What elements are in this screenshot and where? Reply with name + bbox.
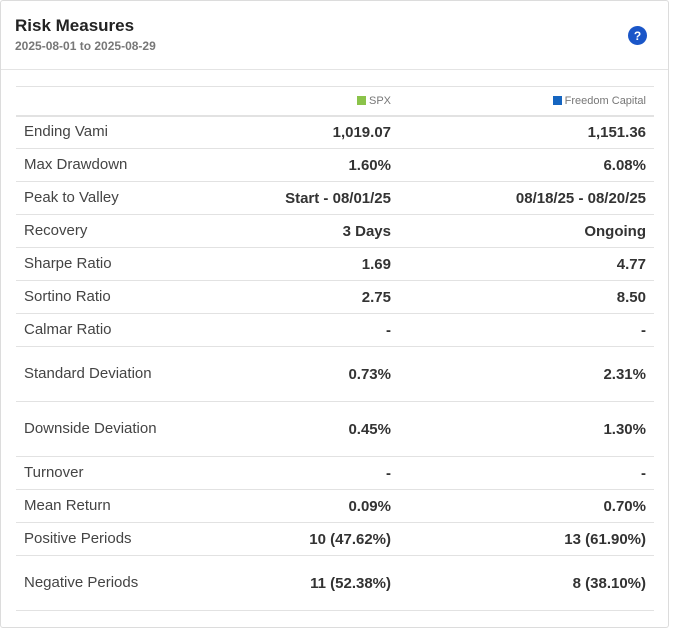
spx-value: 11 (52.38%) [166, 555, 399, 611]
table-row: Positive Periods 10 (47.62%) 13 (61.90%) [16, 522, 654, 556]
spx-value: 0.45% [166, 401, 399, 457]
help-icon[interactable]: ? [628, 26, 647, 45]
freedom-capital-value: - [399, 313, 654, 347]
row-label: Negative Periods [16, 555, 166, 611]
freedom-capital-value: 8 (38.10%) [399, 555, 654, 611]
column-header-freedom-capital: Freedom Capital [399, 86, 654, 117]
freedom-capital-value: 2.31% [399, 346, 654, 402]
card-title: Risk Measures [15, 16, 135, 35]
spx-legend-swatch [356, 95, 366, 105]
freedom-capital-value: 13 (61.90%) [399, 522, 654, 556]
table-row: Mean Return 0.09% 0.70% [16, 489, 654, 523]
freedom-capital-value: 1,151.36 [399, 115, 654, 149]
column-header-spx: SPX [166, 86, 399, 117]
table-header-row: SPX Freedom Capital [16, 86, 654, 117]
spx-value: - [166, 456, 399, 490]
row-label: Ending Vami [16, 115, 166, 149]
freedom-capital-value: 1.30% [399, 401, 654, 457]
spx-value: 3 Days [166, 214, 399, 248]
column-header-label: Freedom Capital [564, 94, 646, 107]
table-row: Calmar Ratio - - [16, 313, 654, 347]
spx-value: 0.73% [166, 346, 399, 402]
freedom-capital-value: 08/18/25 - 08/20/25 [399, 181, 654, 215]
row-label: Peak to Valley [16, 181, 166, 215]
row-label: Mean Return [16, 489, 166, 523]
table-row: Ending Vami 1,019.07 1,151.36 [16, 115, 654, 149]
row-label: Sortino Ratio [16, 280, 166, 314]
freedom-capital-value: 8.50 [399, 280, 654, 314]
date-range: 2025-08-01 to 2025-08-29 [15, 39, 156, 53]
column-header-label: SPX [368, 94, 391, 107]
freedom-capital-value: - [399, 456, 654, 490]
freedom-capital-legend-swatch [552, 95, 562, 105]
spx-value: - [166, 313, 399, 347]
table-row: Standard Deviation 0.73% 2.31% [16, 346, 654, 402]
table-row: Sharpe Ratio 1.69 4.77 [16, 247, 654, 281]
row-label: Downside Deviation [16, 401, 166, 457]
row-label: Turnover [16, 456, 166, 490]
row-label: Recovery [16, 214, 166, 248]
row-label: Max Drawdown [16, 148, 166, 182]
table-row: Sortino Ratio 2.75 8.50 [16, 280, 654, 314]
spx-value: 1,019.07 [166, 115, 399, 149]
freedom-capital-value: 6.08% [399, 148, 654, 182]
table-row: Peak to Valley Start - 08/01/25 08/18/25… [16, 181, 654, 215]
table-row: Recovery 3 Days Ongoing [16, 214, 654, 248]
table-row: Downside Deviation 0.45% 1.30% [16, 401, 654, 457]
risk-measures-table: SPX Freedom Capital Ending Vami 1,019.07… [16, 86, 654, 611]
table-row: Max Drawdown 1.60% 6.08% [16, 148, 654, 182]
row-label: Standard Deviation [16, 346, 166, 402]
card-header: Risk Measures 2025-08-01 to 2025-08-29 ? [1, 1, 668, 70]
freedom-capital-value: 0.70% [399, 489, 654, 523]
spx-value: 1.69 [166, 247, 399, 281]
spx-value: Start - 08/01/25 [166, 181, 399, 215]
row-label: Sharpe Ratio [16, 247, 166, 281]
row-label: Positive Periods [16, 522, 166, 556]
risk-measures-card: Risk Measures 2025-08-01 to 2025-08-29 ?… [0, 0, 669, 628]
freedom-capital-value: Ongoing [399, 214, 654, 248]
spx-value: 10 (47.62%) [166, 522, 399, 556]
label-column-header [16, 86, 166, 117]
spx-value: 1.60% [166, 148, 399, 182]
spx-value: 0.09% [166, 489, 399, 523]
spx-value: 2.75 [166, 280, 399, 314]
freedom-capital-value: 4.77 [399, 247, 654, 281]
table-row: Turnover - - [16, 456, 654, 490]
row-label: Calmar Ratio [16, 313, 166, 347]
table-row: Negative Periods 11 (52.38%) 8 (38.10%) [16, 555, 654, 611]
